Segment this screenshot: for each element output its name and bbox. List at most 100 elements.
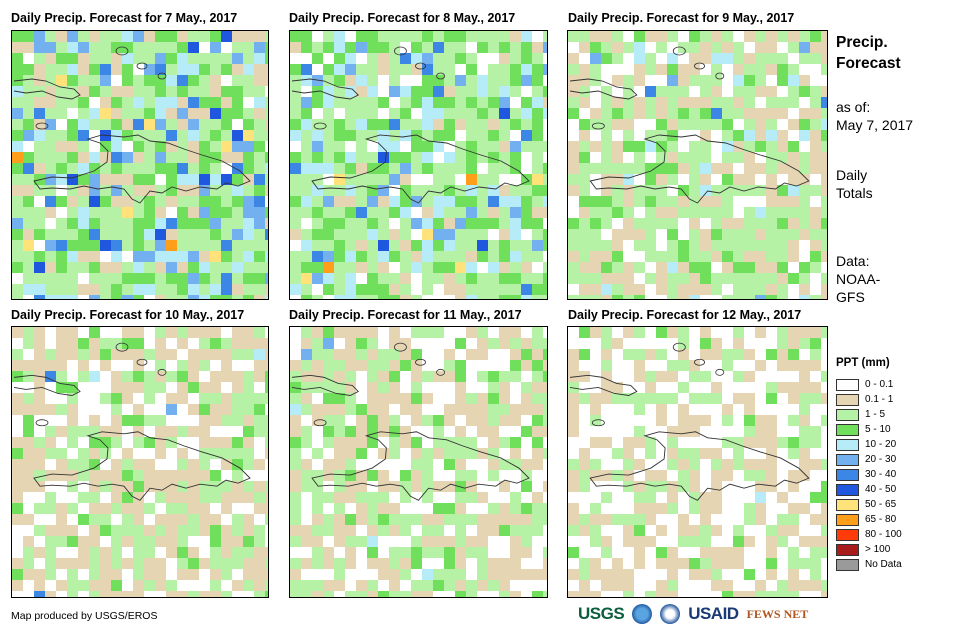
precip-cell (667, 448, 678, 459)
precip-cell (689, 349, 700, 360)
precip-cell (210, 284, 221, 295)
precip-cell (667, 174, 678, 185)
precip-cell (601, 273, 612, 284)
precip-cell (111, 130, 122, 141)
precip-cell (477, 393, 488, 404)
precip-cell (579, 196, 590, 207)
precip-cell (777, 273, 788, 284)
precip-cell (265, 514, 268, 525)
precip-cell (166, 514, 177, 525)
precip-cell (166, 185, 177, 196)
precip-cell (444, 284, 455, 295)
island-outline (35, 122, 49, 130)
precip-cell (199, 558, 210, 569)
map-panel-4[interactable] (11, 326, 269, 598)
precip-cell (711, 97, 722, 108)
precip-cell (367, 514, 378, 525)
precip-cell (700, 75, 711, 86)
map-panel-1[interactable] (11, 30, 269, 300)
precip-cell (689, 174, 700, 185)
precip-cell (301, 163, 312, 174)
precip-cell (265, 218, 268, 229)
precip-cell (477, 108, 488, 119)
precip-cell (656, 174, 667, 185)
precip-cell (543, 580, 547, 591)
precip-cell (188, 251, 199, 262)
precip-cell (744, 503, 755, 514)
precip-cell (568, 185, 579, 196)
precip-cell (221, 97, 232, 108)
precip-cell (810, 141, 821, 152)
precip-cell (821, 108, 827, 119)
precip-cell (312, 218, 323, 229)
precip-cell (400, 229, 411, 240)
precip-cell (722, 141, 733, 152)
precip-cell (755, 196, 766, 207)
precip-cell (543, 284, 547, 295)
precip-cell (521, 514, 532, 525)
precip-cell (499, 31, 510, 42)
precip-cell (265, 327, 268, 338)
precip-cell (243, 185, 254, 196)
map-panel-6[interactable] (567, 326, 828, 598)
precip-cell (766, 262, 777, 273)
precip-cell (601, 470, 612, 481)
precip-cell (466, 284, 477, 295)
precip-cell (356, 371, 367, 382)
precip-cell (700, 119, 711, 130)
precip-cell (312, 196, 323, 207)
precip-cell (166, 262, 177, 273)
precip-cell (788, 229, 799, 240)
precip-cell (100, 349, 111, 360)
precip-cell (623, 53, 634, 64)
precip-cell (821, 492, 827, 503)
precip-cell (601, 174, 612, 185)
precip-cell (301, 349, 312, 360)
precip-cell (444, 393, 455, 404)
precip-cell (155, 415, 166, 426)
precip-cell (510, 393, 521, 404)
precip-cell (144, 196, 155, 207)
precip-cell (254, 86, 265, 97)
precip-cell (243, 240, 254, 251)
precip-cell (89, 558, 100, 569)
precip-cell (499, 273, 510, 284)
panel-title-6: Daily Precip. Forecast for 12 May., 2017 (568, 308, 802, 322)
precip-cell (543, 437, 547, 448)
precip-cell (12, 152, 23, 163)
precip-cell (543, 338, 547, 349)
precip-cell (689, 547, 700, 558)
precip-cell (422, 569, 433, 580)
map-panel-3[interactable] (567, 30, 828, 300)
precip-cell (312, 31, 323, 42)
precip-cell (389, 295, 400, 299)
precip-cell (34, 580, 45, 591)
precip-cell (23, 470, 34, 481)
precip-cell (422, 97, 433, 108)
map-panel-5[interactable] (289, 326, 548, 598)
precip-cell (821, 97, 827, 108)
precip-cell (12, 284, 23, 295)
precip-cell (12, 97, 23, 108)
precip-cell (89, 327, 100, 338)
precip-cell (733, 569, 744, 580)
precip-cell (254, 448, 265, 459)
precip-cell (111, 338, 122, 349)
precip-cell (199, 64, 210, 75)
precip-cell (645, 415, 656, 426)
precip-cell (411, 569, 422, 580)
precip-cell (323, 152, 334, 163)
precip-cell (568, 42, 579, 53)
precip-cell (788, 481, 799, 492)
precip-cell (367, 426, 378, 437)
precip-cell (634, 86, 645, 97)
precip-cell (56, 207, 67, 218)
precip-cell (221, 580, 232, 591)
precip-cell (378, 196, 389, 207)
precip-cell (499, 295, 510, 299)
precip-cell (766, 338, 777, 349)
precip-cell (312, 558, 323, 569)
map-panel-2[interactable] (289, 30, 548, 300)
precip-cell (821, 207, 827, 218)
precip-cell (466, 360, 477, 371)
